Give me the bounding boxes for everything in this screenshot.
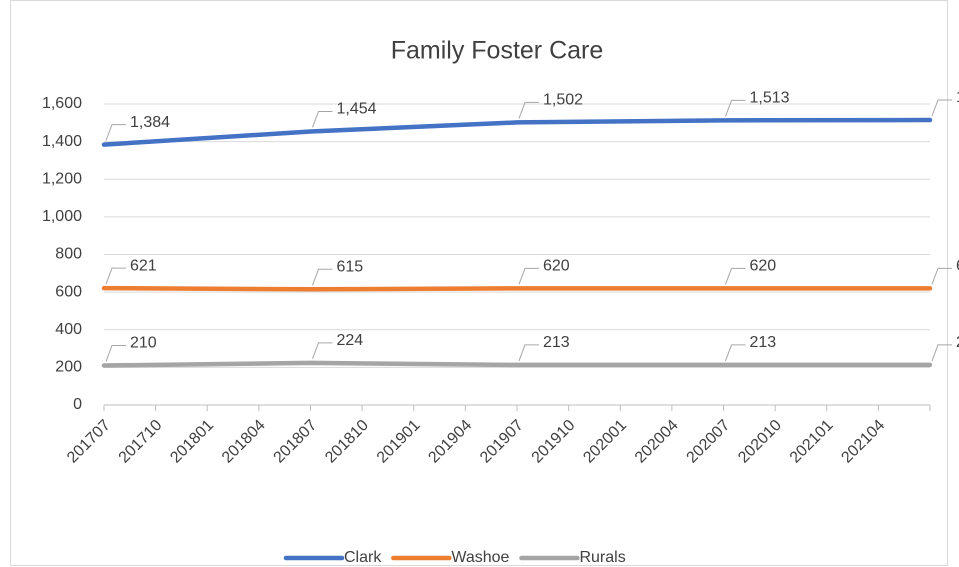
label-leader <box>518 101 539 119</box>
label-leader <box>312 268 333 286</box>
label-leader <box>931 99 952 117</box>
data-label: 1,502 <box>543 92 583 109</box>
data-label: 620 <box>956 258 959 275</box>
data-label: 1,454 <box>337 101 377 118</box>
y-tick-label: 600 <box>55 283 82 300</box>
label-leader <box>725 99 746 117</box>
label-leader <box>518 267 539 285</box>
data-label: 213 <box>543 334 570 351</box>
chart-frame <box>10 0 948 566</box>
y-tick-label: 800 <box>55 246 82 263</box>
chart-title: Family Foster Care <box>391 37 604 65</box>
label-leader <box>725 267 746 285</box>
series-line <box>101 117 933 147</box>
data-label: 224 <box>337 332 364 349</box>
data-label: 621 <box>130 257 157 274</box>
data-label: 1,513 <box>750 90 790 107</box>
label-leader <box>105 267 126 285</box>
data-label: 213 <box>956 334 959 351</box>
data-label: 620 <box>543 258 570 275</box>
data-label: 620 <box>750 258 777 275</box>
label-leader <box>931 344 952 362</box>
y-tick-label: 1,000 <box>42 208 82 225</box>
data-label: 210 <box>130 335 157 352</box>
label-leader <box>725 344 746 362</box>
label-leader <box>105 124 126 141</box>
y-tick-label: 400 <box>55 321 82 338</box>
y-tick-label: 200 <box>55 359 82 376</box>
label-leader <box>518 344 539 362</box>
data-label: 615 <box>337 259 364 276</box>
y-tick-label: 1,600 <box>42 95 82 112</box>
series-line <box>101 360 933 368</box>
label-leader <box>312 342 333 360</box>
y-tick-label: 1,200 <box>42 170 82 187</box>
series-line <box>101 285 933 292</box>
legend-label: Rurals <box>579 549 625 566</box>
data-label: 1,515 <box>956 89 959 106</box>
label-leader <box>105 344 126 362</box>
data-label: 213 <box>750 334 777 351</box>
data-label: 1,384 <box>130 114 170 131</box>
y-tick-label: 0 <box>73 396 82 413</box>
legend-label: Clark <box>344 549 382 566</box>
legend-label: Washoe <box>451 549 509 566</box>
label-leader <box>931 267 952 285</box>
label-leader <box>312 110 333 128</box>
y-tick-label: 1,400 <box>42 133 82 150</box>
